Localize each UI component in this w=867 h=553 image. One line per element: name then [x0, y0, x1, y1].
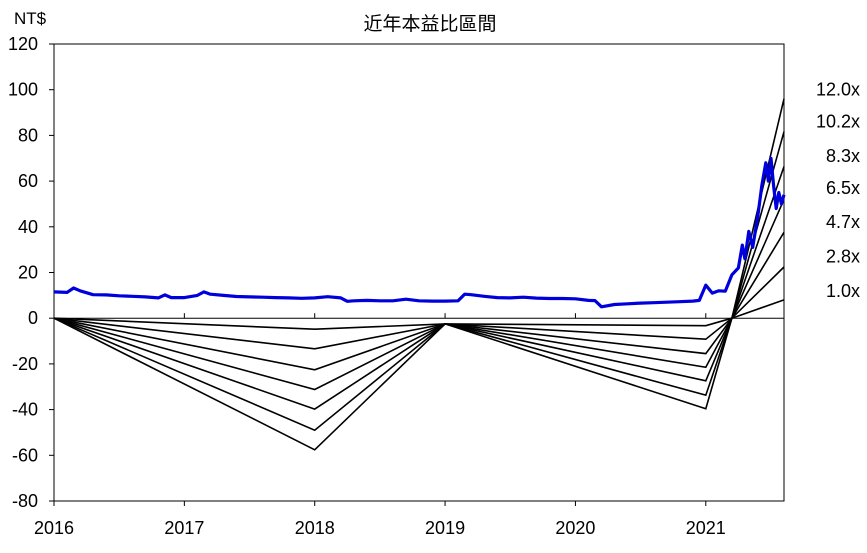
- price-line-group: [53, 156, 786, 309]
- pe-band-line: [53, 98, 785, 451]
- y-tick-label: 40: [18, 217, 38, 237]
- y-tick-label: 120: [8, 34, 38, 54]
- pe-band-line: [53, 131, 785, 432]
- x-tick-label: 2019: [425, 518, 465, 538]
- x-axis-ticks: 2016 2017 2018 2019 2020 2021: [34, 313, 726, 538]
- price-line: [53, 156, 786, 309]
- y-tick-label: -60: [12, 445, 38, 465]
- pe-band-line: [53, 166, 785, 410]
- plot-border: [53, 43, 785, 502]
- pe-band-line: [53, 266, 785, 350]
- y-tick-label: 100: [8, 80, 38, 100]
- pe-band-line: [53, 231, 785, 371]
- band-label: 2.8x: [826, 247, 860, 267]
- plot-area: [53, 43, 785, 502]
- y-tick-label: -40: [12, 400, 38, 420]
- band-label: 1.0x: [826, 281, 860, 301]
- y-tick-label: 20: [18, 263, 38, 283]
- y-axis-unit: NT$: [14, 9, 47, 28]
- y-tick-label: 60: [18, 171, 38, 191]
- pe-band-line: [53, 199, 785, 391]
- y-axis-ticks: -80 -60 -40 -20 0 20 40 60 80 100 120: [8, 34, 54, 511]
- band-label: 12.0x: [816, 80, 860, 100]
- x-tick-label: 2017: [164, 518, 204, 538]
- band-label: 10.2x: [816, 112, 860, 132]
- band-label: 4.7x: [826, 212, 860, 232]
- y-tick-label: -80: [12, 491, 38, 511]
- band-label: 8.3x: [826, 146, 860, 166]
- y-tick-label: 0: [28, 308, 38, 328]
- band-label: 6.5x: [826, 178, 860, 198]
- x-tick-label: 2020: [555, 518, 595, 538]
- pe-bands: [53, 98, 785, 451]
- x-tick-label: 2016: [34, 518, 74, 538]
- pe-band-line: [53, 299, 785, 331]
- chart-title: 近年本益比區間: [363, 13, 496, 35]
- band-labels: 12.0x 10.2x 8.3x 6.5x 4.7x 2.8x 1.0x: [816, 80, 860, 301]
- y-tick-label: 80: [18, 125, 38, 145]
- x-tick-label: 2018: [295, 518, 335, 538]
- x-tick-label: 2021: [686, 518, 726, 538]
- y-tick-label: -20: [12, 354, 38, 374]
